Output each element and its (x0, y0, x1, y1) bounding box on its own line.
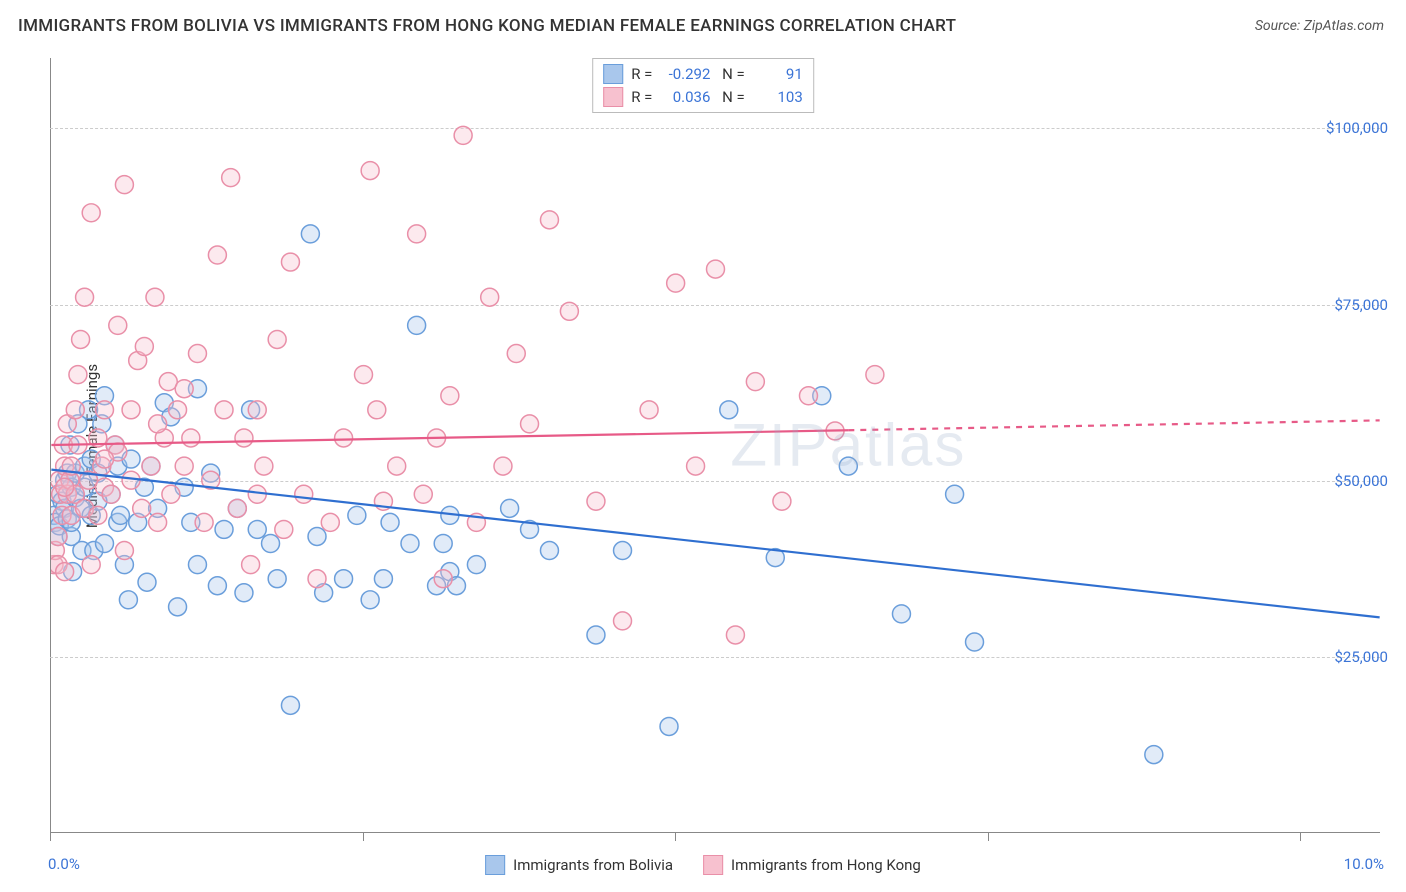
chart-title: IMMIGRANTS FROM BOLIVIA VS IMMIGRANTS FR… (18, 16, 956, 36)
source-attribution: Source: ZipAtlas.com (1255, 18, 1384, 34)
gridline (50, 305, 1380, 306)
x-tick (1300, 833, 1301, 841)
stats-row-hongkong: R = 0.036 N = 103 (603, 86, 803, 109)
x-tick (50, 833, 51, 841)
n-value-hongkong: 103 (753, 86, 803, 109)
swatch-bolivia-icon (485, 855, 505, 875)
scatter-svg (51, 58, 1380, 832)
y-tick-label: $25,000 (1334, 648, 1388, 666)
y-tick-label: $50,000 (1334, 472, 1388, 490)
legend-label-hongkong: Immigrants from Hong Kong (731, 856, 921, 874)
r-label: R = (631, 86, 652, 109)
swatch-hongkong-icon (703, 855, 723, 875)
x-tick (988, 833, 989, 841)
n-label: N = (718, 63, 744, 86)
legend-item-hongkong: Immigrants from Hong Kong (703, 855, 921, 875)
x-tick (675, 833, 676, 841)
x-axis-max-label: 10.0% (1344, 855, 1384, 873)
bottom-legend: Immigrants from Bolivia Immigrants from … (485, 855, 921, 875)
x-axis-min-label: 0.0% (48, 855, 80, 873)
legend-label-bolivia: Immigrants from Bolivia (513, 856, 673, 874)
swatch-bolivia (603, 64, 623, 84)
r-value-hongkong: 0.036 (660, 86, 710, 109)
swatch-hongkong (603, 87, 623, 107)
gridline (50, 128, 1380, 129)
r-value-bolivia: -0.292 (660, 63, 710, 86)
gridline (50, 657, 1380, 658)
r-label: R = (631, 63, 652, 86)
y-tick-label: $75,000 (1334, 296, 1388, 314)
watermark-text: ZIPatlas (730, 411, 966, 480)
stats-row-bolivia: R = -0.292 N = 91 (603, 63, 803, 86)
plot-area: ZIPatlas (50, 58, 1380, 833)
correlation-stats-box: R = -0.292 N = 91 R = 0.036 N = 103 (592, 58, 814, 113)
n-value-bolivia: 91 (753, 63, 803, 86)
gridline (50, 481, 1380, 482)
x-tick (363, 833, 364, 841)
y-tick-label: $100,000 (1326, 119, 1388, 137)
n-label: N = (718, 86, 744, 109)
legend-item-bolivia: Immigrants from Bolivia (485, 855, 673, 875)
